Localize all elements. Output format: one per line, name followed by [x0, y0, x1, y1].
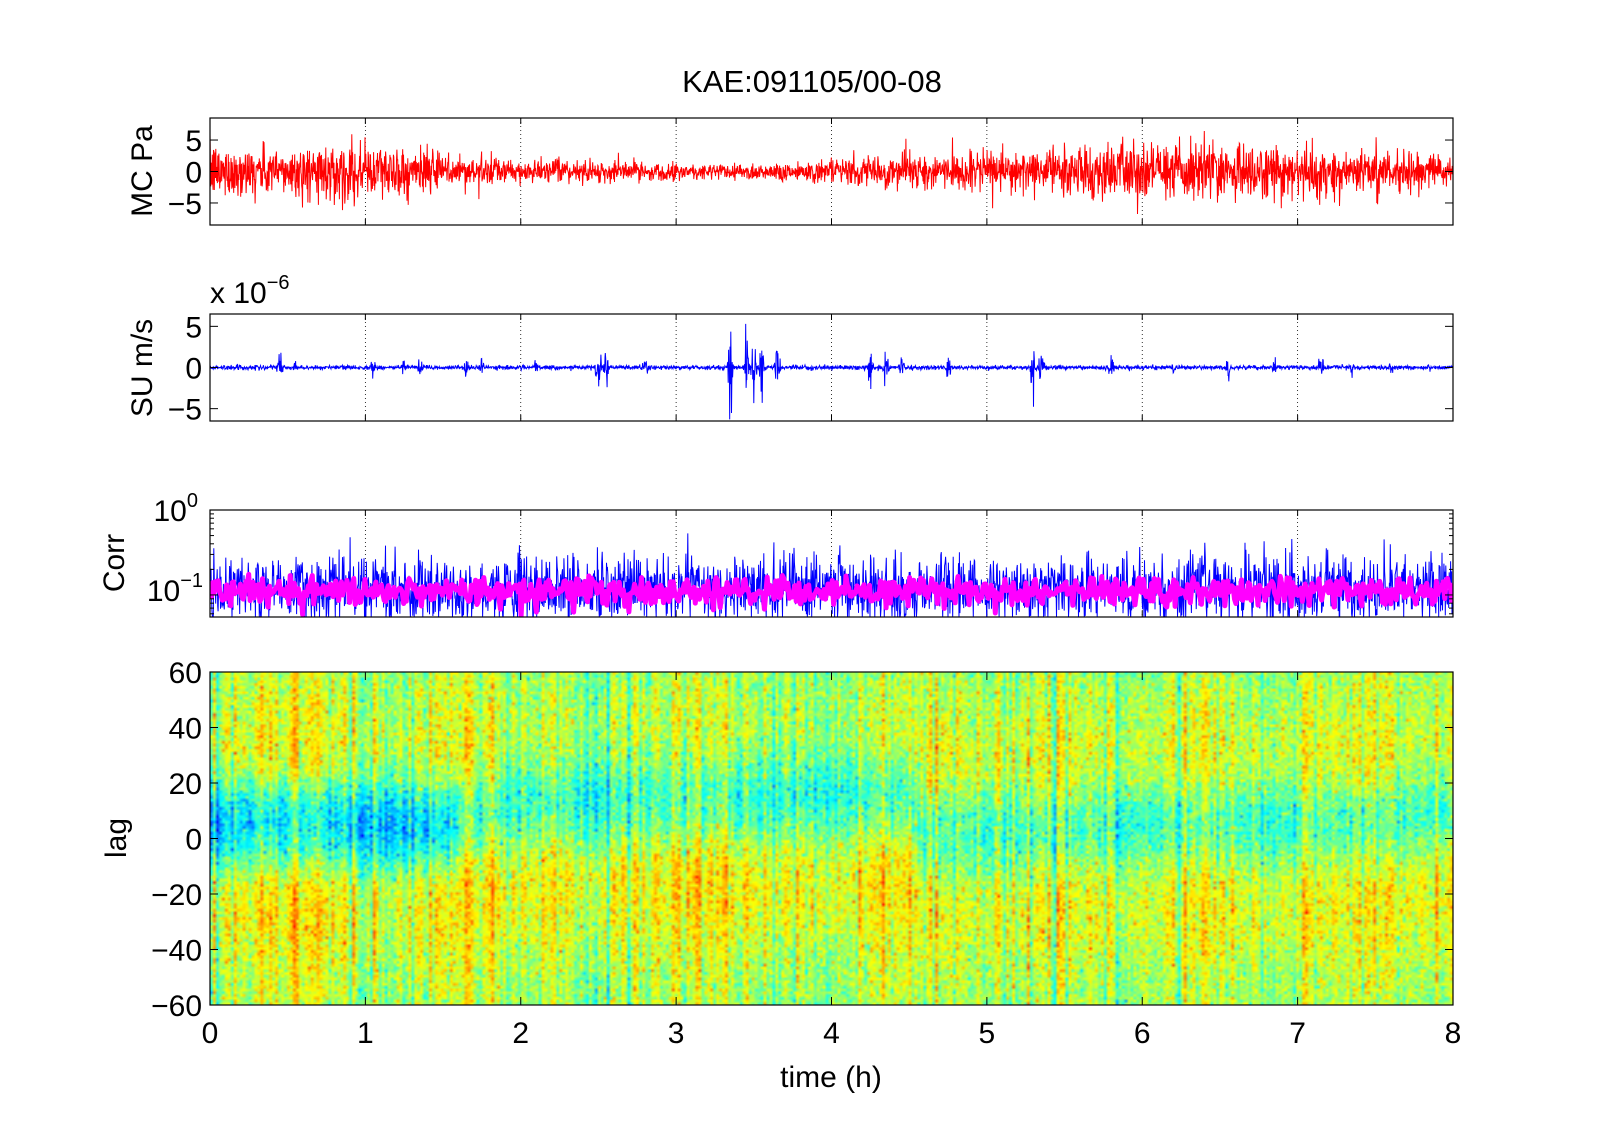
mc-signal-line — [210, 130, 1453, 215]
su-y-ticks: −5 0 5 — [168, 311, 1453, 427]
figure-title: KAE:091105/00-08 — [682, 64, 942, 99]
x-tick-label: 6 — [1134, 1017, 1151, 1050]
corr-smoothed-line — [210, 571, 1453, 617]
lag-x-ticks: 0 1 2 3 4 5 6 7 8 — [202, 672, 1462, 1050]
lag-y-axis-label: lag — [100, 818, 133, 858]
lag-y-tick-label: 0 — [185, 824, 202, 857]
lag-y-tick-label: 40 — [169, 713, 202, 746]
mc-y-tick-label: 0 — [185, 157, 202, 190]
su-axes-frame — [209, 313, 1454, 422]
mc-x-grid — [364, 118, 1299, 225]
mc-y-tick-label: −5 — [168, 188, 202, 221]
x-tick-label: 2 — [512, 1017, 529, 1050]
corr-y-axis-label: Corr — [98, 534, 131, 592]
su-axis-multiplier: x 10−6 — [210, 272, 290, 310]
lag-y-tick-label: 60 — [169, 657, 202, 690]
panel-su-velocity: −5 0 5 x 10−6 SU m/s — [126, 272, 1454, 427]
mc-y-ticks: −505 — [168, 125, 1453, 221]
corr-log-minor-ticks — [210, 509, 1453, 615]
su-y-tick-label: −5 — [168, 394, 202, 427]
corr-axes-frame — [209, 509, 1454, 618]
mc-axes-frame — [209, 117, 1454, 226]
corr-y-tick-label: 100 — [154, 490, 199, 528]
su-y-tick-label: 5 — [185, 311, 202, 344]
corr-y-tick-label: 10−1 — [147, 570, 203, 608]
lag-heatmap-image — [210, 672, 1453, 1005]
su-y-tick-label: 0 — [185, 353, 202, 386]
x-axis-label: time (h) — [780, 1061, 882, 1094]
x-tick-label: 4 — [823, 1017, 840, 1050]
lag-y-tick-label: −20 — [151, 879, 202, 912]
panel-lag-heatmap: 60 40 20 0 −20 −40 −60 0 1 2 3 4 5 6 7 8 lag time (h) — [100, 657, 1461, 1094]
panel-correlation: 100 10−1 Corr — [98, 490, 1454, 618]
x-tick-label: 3 — [668, 1017, 685, 1050]
panel-mc-pressure: −505 MC Pa — [126, 117, 1454, 226]
su-y-axis-label: SU m/s — [126, 319, 159, 417]
mc-y-tick-label: 5 — [185, 125, 202, 158]
lag-y-tick-label: 20 — [169, 768, 202, 801]
x-tick-label: 1 — [357, 1017, 374, 1050]
lag-axes-frame — [209, 671, 1454, 1006]
x-tick-label: 0 — [202, 1017, 219, 1050]
x-tick-label: 8 — [1445, 1017, 1462, 1050]
su-x-grid — [364, 314, 1299, 421]
x-tick-label: 7 — [1289, 1017, 1306, 1050]
lag-y-tick-label: −60 — [151, 990, 202, 1023]
lag-y-ticks: 60 40 20 0 −20 −40 −60 — [151, 657, 1453, 1023]
x-tick-label: 5 — [979, 1017, 996, 1050]
su-signal-line — [210, 323, 1453, 420]
lag-y-tick-label: −40 — [151, 935, 202, 968]
mc-y-axis-label: MC Pa — [126, 125, 159, 217]
